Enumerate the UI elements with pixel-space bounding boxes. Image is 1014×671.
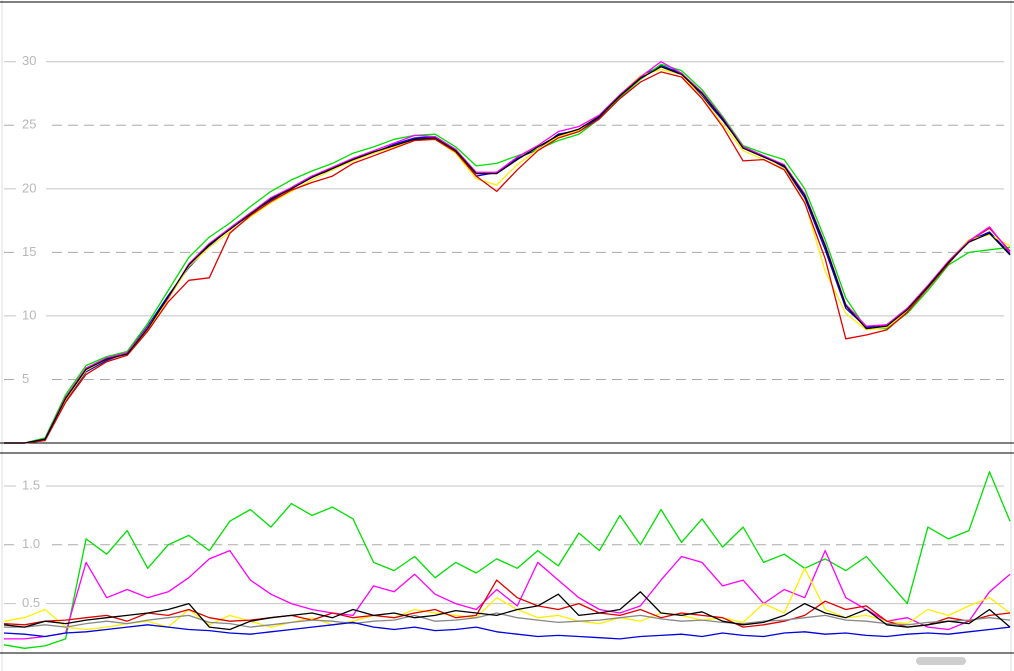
y-tick-label: 20 (22, 180, 36, 195)
tick-label-bg (16, 371, 46, 388)
series-line (3, 471, 1011, 649)
tick-label-bg (16, 244, 46, 261)
series-line (4, 612, 1011, 628)
series-line (4, 66, 1011, 444)
series-line (4, 63, 1011, 444)
y-tick-label: 1.5 (22, 477, 40, 492)
series-line (4, 68, 1011, 444)
tick-label-bg (16, 117, 46, 134)
series-line (3, 621, 1011, 640)
tick-label-bg (16, 180, 46, 197)
y-tick-label: 5 (22, 371, 29, 386)
y-tick-label: 15 (22, 244, 36, 259)
series-line (4, 71, 1011, 444)
series-line (4, 549, 1011, 640)
series-line (3, 579, 1011, 628)
y-tick-label: 10 (22, 307, 36, 322)
tick-label-bg (16, 536, 46, 553)
series-line (3, 591, 1011, 631)
y-tick-label: 1.0 (22, 536, 40, 551)
y-tick-label: 0.5 (22, 595, 40, 610)
y-tick-label: 30 (22, 53, 36, 68)
tick-label-bg (16, 307, 46, 324)
y-tick-label: 25 (22, 117, 36, 132)
tick-label-bg (16, 595, 46, 612)
tick-label-bg (16, 53, 46, 70)
tick-label-bg (16, 477, 46, 494)
scrollbar[interactable] (916, 657, 966, 665)
